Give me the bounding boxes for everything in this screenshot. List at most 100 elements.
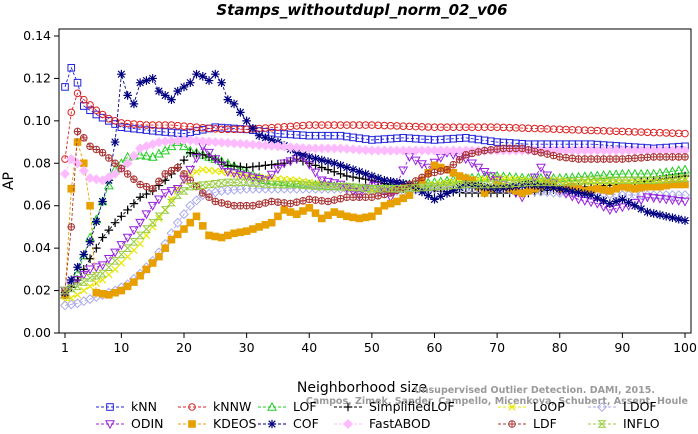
data-point <box>155 252 163 261</box>
data-point <box>66 154 77 165</box>
marker-cross <box>606 155 614 163</box>
data-point <box>129 99 139 109</box>
data-point <box>335 183 346 194</box>
data-point <box>536 163 546 173</box>
data-point <box>542 171 553 181</box>
data-point <box>467 180 477 189</box>
data-point <box>480 146 489 155</box>
data-point <box>136 240 144 248</box>
marker-cross <box>568 155 576 162</box>
data-point <box>661 175 671 184</box>
data-point <box>59 168 71 179</box>
data-point <box>368 212 376 221</box>
watermark-line-2: Campos, Zimek, Sander, Campello, Micenko… <box>306 396 688 407</box>
data-point <box>123 170 132 178</box>
legend-marker <box>508 420 516 428</box>
data-point <box>573 171 584 181</box>
legend-item-kdeos: KDEOS <box>178 416 257 431</box>
data-point <box>210 187 221 198</box>
data-point <box>272 141 283 152</box>
data-point <box>110 218 120 227</box>
marker-cross <box>500 145 507 152</box>
data-point <box>285 157 296 167</box>
data-point <box>461 180 471 189</box>
data-point <box>536 181 546 191</box>
data-point <box>606 178 614 187</box>
legend-marker <box>342 418 354 430</box>
data-point <box>655 176 665 184</box>
data-point <box>110 168 121 179</box>
data-point <box>493 145 501 153</box>
marker-cross <box>508 420 516 428</box>
data-point <box>637 183 645 192</box>
data-point <box>105 154 113 162</box>
data-point <box>192 168 201 176</box>
data-point <box>285 142 296 153</box>
chart-title: Stamps_withoutdupl_norm_02_v06 <box>216 1 507 19</box>
legend-label: ODIN <box>131 416 164 431</box>
marker-cross <box>468 150 476 157</box>
data-point <box>274 198 282 206</box>
data-point <box>292 148 302 157</box>
data-point <box>185 148 195 157</box>
data-point <box>211 69 220 79</box>
marker-cross <box>268 198 275 205</box>
data-point <box>636 204 646 214</box>
data-point <box>355 214 364 223</box>
marker-cross <box>237 202 244 210</box>
x-tick-label: 50 <box>364 340 380 355</box>
data-point <box>512 144 520 153</box>
data-point <box>586 190 596 200</box>
marker-cross <box>600 155 607 163</box>
data-point <box>649 153 658 161</box>
data-point <box>310 182 321 190</box>
data-point <box>123 244 133 252</box>
data-point <box>398 184 408 193</box>
data-point <box>179 155 189 165</box>
data-point <box>197 136 208 147</box>
data-point <box>117 212 126 221</box>
legend-item-ldf: LDF <box>498 416 557 431</box>
marker-cross <box>575 155 582 163</box>
data-point <box>542 178 552 187</box>
y-tick-label: 0.10 <box>23 113 51 128</box>
watermark-line-1: Unsupervised Outlier Detection. DAMI, 20… <box>414 385 655 396</box>
data-point <box>442 181 452 190</box>
y-axis: 0.00 0.02 0.04 0.06 0.08 0.10 0.12 0.14 <box>23 28 59 340</box>
data-point <box>141 150 152 160</box>
data-point <box>661 195 672 205</box>
data-point <box>85 237 95 247</box>
data-point <box>216 137 227 148</box>
data-point <box>135 218 146 228</box>
data-point <box>235 163 246 173</box>
data-point <box>79 134 88 142</box>
x-tick-label: 10 <box>113 340 129 355</box>
marker-cross <box>143 183 150 190</box>
data-point <box>267 197 276 206</box>
data-point <box>255 200 263 209</box>
data-point <box>105 270 113 279</box>
data-point <box>192 149 201 159</box>
data-point <box>172 217 183 228</box>
marker-cross <box>324 198 332 205</box>
data-point <box>292 180 302 189</box>
data-point <box>662 153 671 161</box>
data-point <box>173 191 183 199</box>
data-point <box>379 184 389 193</box>
data-point <box>185 78 195 87</box>
data-point <box>204 180 214 189</box>
data-point <box>261 199 270 207</box>
data-point <box>111 159 119 168</box>
data-point <box>66 275 76 285</box>
data-point <box>373 173 383 183</box>
marker-cross <box>424 170 432 178</box>
data-point <box>631 184 639 193</box>
data-point <box>485 172 496 182</box>
y-tick-label: 0.02 <box>23 283 51 298</box>
data-point <box>417 187 427 197</box>
data-point <box>73 138 82 146</box>
data-point <box>505 144 514 153</box>
data-point <box>130 278 138 286</box>
data-point <box>92 279 101 287</box>
data-point <box>361 193 370 202</box>
